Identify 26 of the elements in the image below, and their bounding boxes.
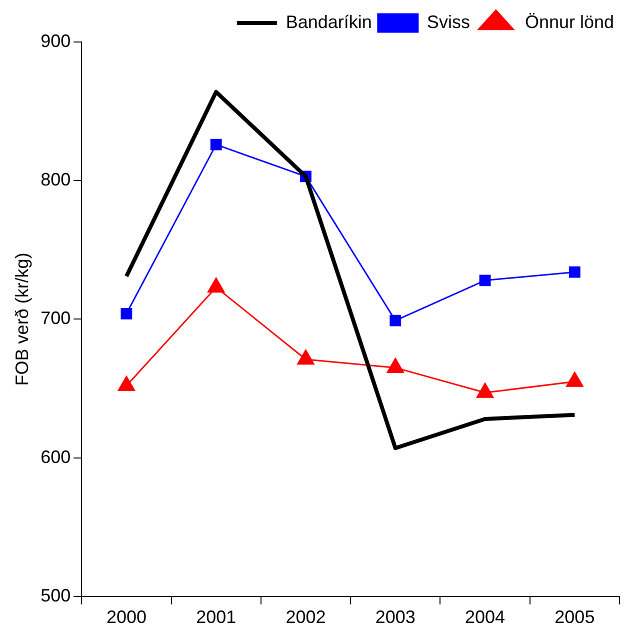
point (208, 278, 225, 293)
y-tick-label: 900 (40, 30, 71, 51)
point (120, 308, 132, 320)
y-axis-title: FOB verð (kr/kg) (12, 252, 32, 386)
x-tick-label: 2003 (375, 607, 416, 628)
legend-label: Sviss (426, 12, 470, 32)
x-tick-label: 2005 (554, 607, 595, 628)
x-tick-label: 2004 (465, 607, 506, 628)
y-tick-label: 500 (40, 585, 71, 606)
point (390, 314, 402, 326)
legend-label: Bandaríkin (286, 12, 372, 32)
x-tick-label: 2002 (286, 607, 326, 628)
point (118, 376, 135, 391)
point (210, 138, 222, 150)
point (568, 266, 580, 278)
point (476, 382, 494, 398)
point (479, 274, 491, 286)
y-tick-label: 800 (40, 170, 71, 190)
point (386, 358, 404, 373)
x-tick-label: 2000 (106, 607, 146, 628)
point (297, 350, 314, 365)
y-tick-label: 600 (40, 446, 71, 467)
y-tick-label: 700 (40, 308, 71, 328)
x-tick-label: 2001 (196, 607, 236, 628)
legend-label: Önnur lönd (524, 12, 614, 32)
point (566, 372, 584, 387)
